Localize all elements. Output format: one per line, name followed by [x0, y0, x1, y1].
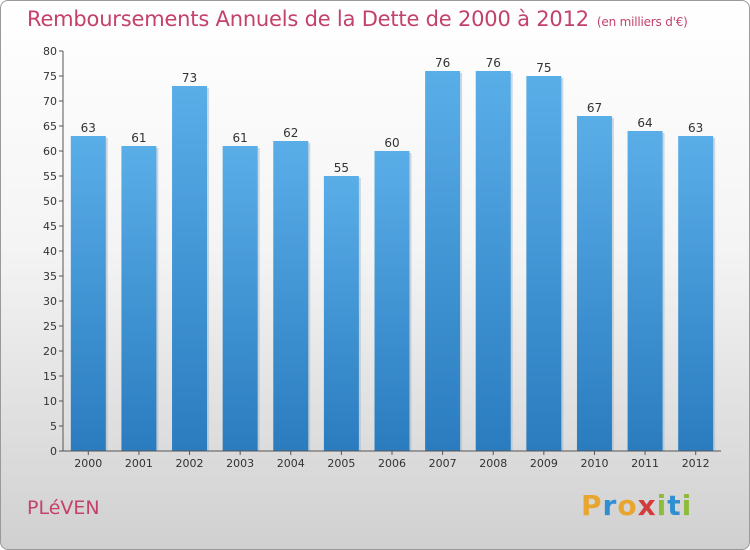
data-label: 63	[81, 121, 96, 135]
bar	[425, 71, 461, 451]
data-label: 76	[435, 56, 450, 70]
bar	[627, 131, 663, 451]
logo-letter: i	[656, 489, 668, 522]
y-tick-label: 45	[43, 220, 57, 233]
x-tick-label: 2006	[378, 457, 406, 470]
x-tick-label: 2009	[530, 457, 558, 470]
bar	[121, 146, 157, 451]
x-tick-label: 2002	[176, 457, 204, 470]
y-tick-label: 65	[43, 120, 57, 133]
bar	[70, 136, 106, 451]
data-label: 55	[334, 161, 349, 175]
data-label: 76	[486, 56, 501, 70]
x-tick-label: 2012	[682, 457, 710, 470]
x-tick-label: 2007	[429, 457, 457, 470]
chart-title: Remboursements Annuels de la Dette de 20…	[27, 7, 688, 31]
data-label: 61	[233, 131, 248, 145]
data-label: 63	[688, 121, 703, 135]
logo-letter: i	[681, 489, 693, 522]
y-tick-label: 55	[43, 170, 57, 183]
bar	[222, 146, 258, 451]
logo-letter: x	[637, 489, 657, 522]
x-tick-label: 2008	[479, 457, 507, 470]
bar	[475, 71, 511, 451]
bar	[172, 86, 208, 451]
data-label: 64	[637, 116, 652, 130]
data-label: 67	[587, 101, 602, 115]
y-tick-label: 40	[43, 245, 57, 258]
data-label: 73	[182, 71, 197, 85]
logo-letter: o	[617, 489, 638, 522]
y-tick-label: 20	[43, 345, 57, 358]
x-tick-label: 2004	[277, 457, 305, 470]
bar	[576, 116, 612, 451]
logo-letter: P	[581, 489, 603, 522]
bar	[678, 136, 714, 451]
bar	[526, 76, 562, 451]
bar	[273, 141, 309, 451]
x-tick-label: 2011	[631, 457, 659, 470]
y-tick-label: 0	[50, 445, 57, 458]
y-tick-label: 30	[43, 295, 57, 308]
x-tick-label: 2005	[327, 457, 355, 470]
x-tick-label: 2003	[226, 457, 254, 470]
y-tick-label: 5	[50, 420, 57, 433]
logo-letter: r	[602, 489, 618, 522]
chart-title-text: Remboursements Annuels de la Dette de 20…	[27, 7, 589, 31]
data-label: 61	[131, 131, 146, 145]
commune-name: PLéVEN	[27, 497, 100, 519]
y-tick-label: 35	[43, 270, 57, 283]
data-label: 62	[283, 126, 298, 140]
data-label: 60	[384, 136, 399, 150]
x-tick-label: 2001	[125, 457, 153, 470]
x-tick-label: 2000	[74, 457, 102, 470]
y-tick-label: 80	[43, 45, 57, 58]
y-tick-label: 60	[43, 145, 57, 158]
x-tick-label: 2010	[580, 457, 608, 470]
y-tick-label: 15	[43, 370, 57, 383]
proxiti-logo: Proxiti	[581, 489, 692, 522]
logo-letter: t	[667, 489, 682, 522]
y-tick-label: 25	[43, 320, 57, 333]
y-tick-label: 75	[43, 70, 57, 83]
y-tick-label: 10	[43, 395, 57, 408]
data-label: 75	[536, 61, 551, 75]
y-tick-label: 50	[43, 195, 57, 208]
bar	[374, 151, 410, 451]
chart-unit-label: (en milliers d'€)	[596, 15, 688, 29]
bar	[323, 176, 359, 451]
y-tick-label: 70	[43, 95, 57, 108]
